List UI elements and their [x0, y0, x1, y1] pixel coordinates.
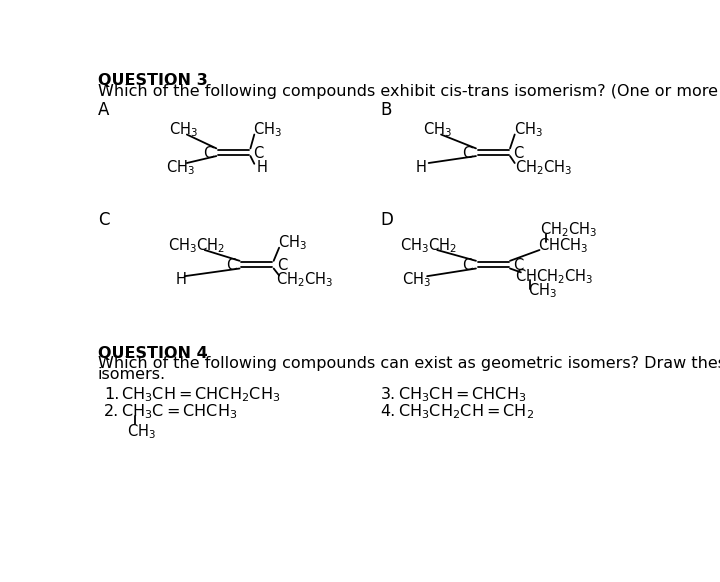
Text: B: B	[381, 101, 392, 119]
Text: D: D	[381, 211, 394, 229]
Text: H: H	[256, 160, 268, 175]
Text: C: C	[463, 146, 473, 161]
Text: C: C	[276, 258, 287, 273]
Text: CH$_3$: CH$_3$	[169, 120, 198, 139]
Text: CH$_3$: CH$_3$	[277, 234, 307, 253]
Text: C: C	[513, 146, 523, 161]
Text: CH$_3$C$=$CHCH$_3$: CH$_3$C$=$CHCH$_3$	[121, 402, 238, 421]
Text: CH$_3$CH$_2$: CH$_3$CH$_2$	[400, 236, 457, 255]
Text: CH$_3$CH$=$CHCH$_3$: CH$_3$CH$=$CHCH$_3$	[397, 385, 526, 404]
Text: C: C	[463, 258, 473, 273]
Text: CH$_3$: CH$_3$	[166, 158, 195, 177]
Text: isomers.: isomers.	[98, 367, 166, 382]
Text: CHCH$_2$CH$_3$: CHCH$_2$CH$_3$	[515, 267, 593, 286]
Text: 1.: 1.	[104, 387, 120, 402]
Text: 3.: 3.	[381, 387, 396, 402]
Text: C: C	[98, 211, 109, 229]
Text: CH$_2$CH$_3$: CH$_2$CH$_3$	[515, 158, 572, 177]
Text: CH$_3$: CH$_3$	[423, 120, 452, 139]
Text: CH$_3$: CH$_3$	[402, 270, 431, 289]
Text: H: H	[175, 272, 186, 287]
Text: CHCH$_3$: CHCH$_3$	[538, 236, 588, 255]
Text: CH$_3$CH$_2$CH$=$CH$_2$: CH$_3$CH$_2$CH$=$CH$_2$	[397, 402, 534, 421]
Text: H: H	[415, 160, 426, 175]
Text: CH$_3$: CH$_3$	[127, 423, 156, 441]
Text: CH$_2$CH$_3$: CH$_2$CH$_3$	[539, 221, 597, 239]
Text: Which of the following compounds can exist as geometric isomers? Draw these geom: Which of the following compounds can exi…	[98, 357, 720, 371]
Text: QUESTION 4: QUESTION 4	[98, 346, 207, 361]
Text: CH$_3$CH$=$CHCH$_2$CH$_3$: CH$_3$CH$=$CHCH$_2$CH$_3$	[121, 385, 280, 404]
Text: CH$_3$: CH$_3$	[253, 120, 282, 139]
Text: CH$_2$CH$_3$: CH$_2$CH$_3$	[276, 270, 333, 289]
Text: CH$_3$: CH$_3$	[514, 120, 543, 139]
Text: CH$_3$CH$_2$: CH$_3$CH$_2$	[168, 236, 225, 255]
Text: A: A	[98, 101, 109, 119]
Text: C: C	[513, 258, 523, 273]
Text: C: C	[253, 146, 264, 161]
Text: 4.: 4.	[381, 404, 396, 419]
Text: QUESTION 3: QUESTION 3	[98, 73, 207, 88]
Text: CH$_3$: CH$_3$	[528, 282, 557, 300]
Text: 2.: 2.	[104, 404, 120, 419]
Text: C: C	[203, 146, 213, 161]
Text: Which of the following compounds exhibit cis-trans isomerism? (One or more answe: Which of the following compounds exhibit…	[98, 84, 720, 99]
Text: C: C	[226, 258, 236, 273]
